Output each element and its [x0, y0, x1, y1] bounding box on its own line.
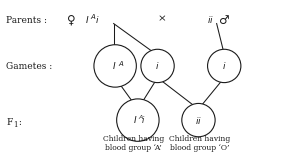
- Text: ×: ×: [158, 15, 166, 24]
- Ellipse shape: [182, 103, 215, 137]
- Ellipse shape: [141, 49, 174, 83]
- Text: $I$: $I$: [85, 14, 89, 25]
- Text: Parents :: Parents :: [6, 16, 47, 25]
- Text: blood group ‘A’: blood group ‘A’: [105, 144, 162, 152]
- Text: Children having: Children having: [169, 135, 231, 143]
- Text: :: :: [16, 118, 22, 127]
- Ellipse shape: [94, 45, 136, 87]
- Text: $i$: $i$: [141, 114, 145, 125]
- Text: $ii$: $ii$: [195, 115, 202, 126]
- Text: $i$: $i$: [95, 14, 99, 25]
- Text: $A$: $A$: [138, 113, 144, 121]
- Text: ♂: ♂: [218, 14, 228, 27]
- Ellipse shape: [117, 99, 159, 141]
- Text: $i$: $i$: [222, 60, 226, 71]
- Text: $I$: $I$: [112, 60, 117, 71]
- Text: $ii$: $ii$: [207, 14, 214, 25]
- Text: $i$: $i$: [155, 60, 160, 71]
- Text: $A$: $A$: [118, 59, 124, 68]
- Text: Gametes :: Gametes :: [6, 62, 52, 71]
- Text: 1: 1: [13, 121, 17, 129]
- Text: F: F: [6, 118, 12, 127]
- Text: ♀: ♀: [67, 13, 75, 26]
- Text: $A$: $A$: [90, 12, 97, 21]
- Text: blood group ‘O’: blood group ‘O’: [170, 144, 230, 152]
- Text: $I$: $I$: [133, 114, 137, 125]
- Ellipse shape: [208, 49, 241, 83]
- Text: Children having: Children having: [103, 135, 164, 143]
